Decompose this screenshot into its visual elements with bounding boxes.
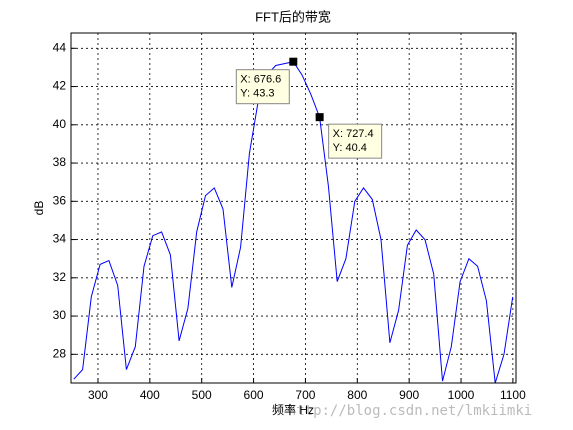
x-tick-label: 500 xyxy=(192,388,212,402)
x-tick-label: 600 xyxy=(244,388,264,402)
y-tick-label: 28 xyxy=(53,346,67,360)
datatip: X: 727.4 Y: 40.4 xyxy=(315,113,383,159)
x-tick-label: 900 xyxy=(399,388,419,402)
datatip-text: X: 727.4 xyxy=(333,128,374,140)
x-axis-label: 频率 Hz xyxy=(272,402,314,417)
datatip-text: Y: 43.3 xyxy=(240,88,274,100)
y-tick-label: 44 xyxy=(53,40,67,54)
x-tick-label: 1000 xyxy=(448,388,475,402)
y-axis-label: dB xyxy=(32,201,46,216)
x-tick-label: 700 xyxy=(295,388,315,402)
y-tick-label: 40 xyxy=(53,117,67,131)
plot-area xyxy=(71,33,516,383)
y-tick-label: 34 xyxy=(53,232,67,246)
y-tick-label: 36 xyxy=(53,193,67,207)
x-tick-label: 800 xyxy=(347,388,367,402)
axes-box xyxy=(70,32,517,384)
datatip-marker xyxy=(315,113,324,122)
datatip-text: Y: 40.4 xyxy=(333,142,367,154)
datatip-text: X: 676.6 xyxy=(240,74,281,86)
y-tick-label: 30 xyxy=(53,308,67,322)
x-tick-label: 400 xyxy=(140,388,160,402)
datatip-box xyxy=(328,123,383,159)
x-tick-label: 300 xyxy=(88,388,108,402)
y-tick-label: 32 xyxy=(53,270,67,284)
y-tick-label: 42 xyxy=(53,79,67,93)
datatip-box xyxy=(235,69,290,105)
x-tick-label: 1100 xyxy=(500,388,526,402)
chart-title: FFT后的带宽 xyxy=(255,9,331,24)
y-tick-label: 38 xyxy=(53,155,67,169)
datatip: X: 676.6 Y: 43.3 xyxy=(235,57,298,105)
watermark: http://blog.csdn.net/lmkiimki xyxy=(288,403,532,419)
datatip-marker xyxy=(289,57,298,66)
